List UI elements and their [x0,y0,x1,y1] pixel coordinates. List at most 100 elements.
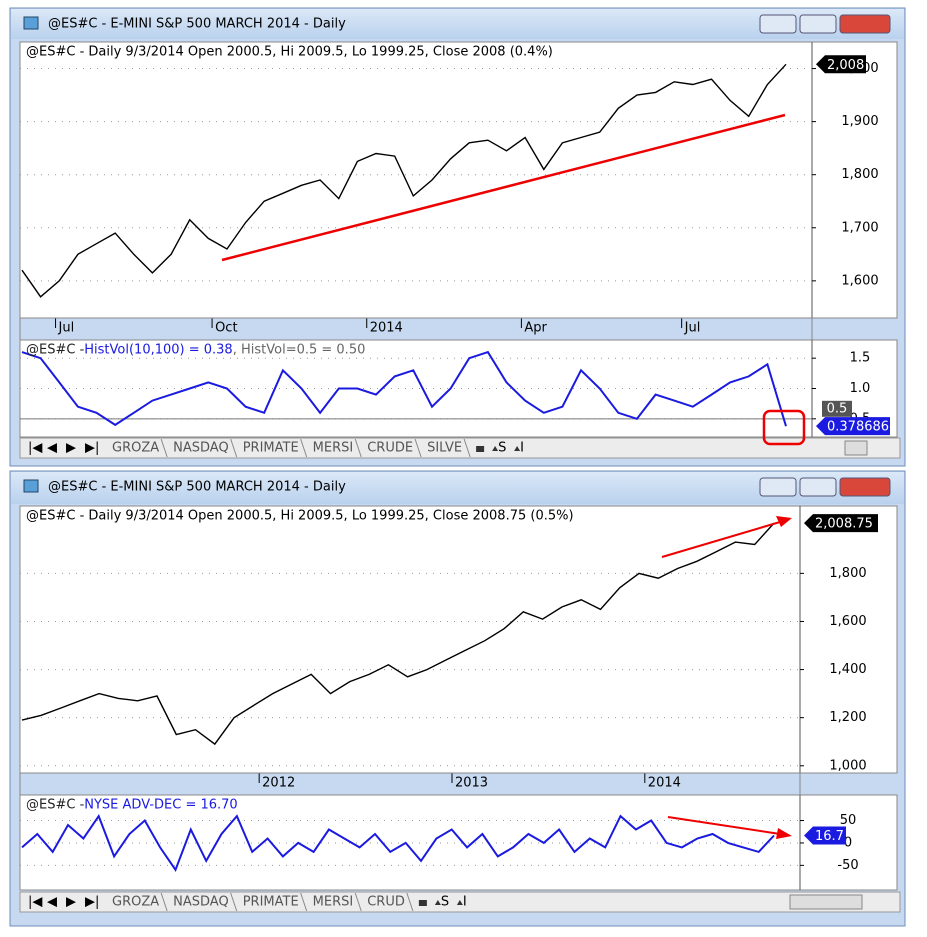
last-value-label: 2,008 [827,58,864,73]
x-tick-label: Apr [524,321,547,336]
tab-separator [463,438,471,458]
chart-header: @ES#C - Daily 9/3/2014 Open 2000.5, Hi 2… [26,509,574,524]
x-tick-label: 2012 [262,776,295,791]
tool-arrow [514,446,521,451]
y-tick-label: 1,600 [829,614,866,629]
y-tick-label: 1,000 [829,758,866,773]
divergence-arrow [661,521,781,558]
annotations [221,113,806,839]
y-tick-label: 1,200 [829,710,866,725]
price-line [21,522,775,746]
indicator-line [21,813,775,872]
close-button[interactable] [839,14,891,34]
tab-separator [354,438,362,458]
window-icon [23,479,39,493]
tool-arrow [492,446,499,451]
last-value-tag [816,55,866,74]
price-line [21,63,787,298]
last-value-label: 2,008.75 [815,517,873,532]
scrollbar-thumb[interactable] [789,894,863,910]
nav-button[interactable]: ▶| [85,441,99,456]
x-tick-label: 2014 [370,321,403,336]
nav-button[interactable]: |◀ [28,441,42,456]
arrow-head [776,516,792,527]
indicator-header: HistVol(10,100) = 0.38 [84,343,232,358]
nav-button[interactable]: ▶ [66,895,76,910]
sheet-tab[interactable]: NASDAQ [173,895,229,910]
sheet-tab[interactable]: GROZA [112,895,159,910]
maximize-button[interactable] [799,14,837,34]
tool-button[interactable]: I [463,895,467,910]
tab-separator [354,892,362,912]
tab-separator [414,438,422,458]
y-tick-label: 1,400 [829,662,866,677]
indicator-header: @ES#C - [26,343,85,358]
sheet-tab[interactable]: NASDAQ [173,441,229,456]
pane [19,339,898,438]
tool-button[interactable]: S [498,441,506,456]
tool-button[interactable]: I [520,441,524,456]
nav-button[interactable]: ◀ [47,895,57,910]
y-tick-label: 1,900 [841,114,878,129]
sheet-tab[interactable]: CRUDE [367,441,413,456]
maximize-button[interactable] [799,477,837,497]
highlight-box [762,409,806,446]
x-tick-label: Jul [58,321,75,336]
chart-header: @ES#C - Daily 9/3/2014 Open 2000.5, Hi 2… [26,45,553,60]
y-tick-label: 1,700 [841,220,878,235]
indicator-header: @ES#C - [26,798,85,813]
lock-icon[interactable] [418,900,427,906]
sheet-tab[interactable]: PRIMATE [243,895,299,910]
tab-separator [300,438,308,458]
y-tick-label: 50 [840,813,857,828]
last-value-tag [804,514,878,533]
tab-separator [160,892,168,912]
tab-separator [160,438,168,458]
sheet-tab[interactable]: PRIMATE [243,441,299,456]
last-value-tag [816,417,890,436]
x-tick-label: Jul [684,321,701,336]
divergence-arrow [667,816,781,835]
last-value-tag [804,826,846,845]
minimize-button[interactable] [759,477,797,497]
sheet-tab[interactable]: GROZA [112,441,159,456]
title-bar [11,9,904,39]
window-title: @ES#C - E-MINI S&P 500 MARCH 2014 - Dail… [48,480,346,495]
tool-arrow [434,900,441,905]
close-button[interactable] [839,477,891,497]
x-tick-label: 2013 [455,776,488,791]
scrollbar-thumb[interactable] [844,440,868,456]
pane [19,794,898,891]
indicator-line [21,350,787,427]
chart-window: @ES#C - E-MINI S&P 500 MARCH 2014 - Dail… [9,7,906,467]
last-value-label: 16.7 [815,829,844,844]
y-tick-label: 1,600 [841,273,878,288]
sheet-tab[interactable]: CRUD [367,895,405,910]
tab-separator [230,892,238,912]
minimize-button[interactable] [759,14,797,34]
nav-button[interactable]: |◀ [28,895,42,910]
tab-separator [406,892,414,912]
sheet-tab[interactable]: MERSI [313,441,354,456]
indicator-header: NYSE ADV-DEC = 16.70 [84,798,237,813]
reference-label: 0.5 [827,401,848,416]
y-tick-label: 1,800 [841,167,878,182]
window-title: @ES#C - E-MINI S&P 500 MARCH 2014 - Dail… [48,17,346,32]
nav-button[interactable]: ▶ [66,441,76,456]
y-tick-label: 1.5 [850,351,871,366]
tool-button[interactable]: S [441,895,449,910]
nav-button[interactable]: ◀ [47,441,57,456]
sheet-tab[interactable]: MERSI [313,895,354,910]
tab-bar [19,437,901,459]
y-tick-label: -50 [837,858,858,873]
pane [19,41,898,319]
title-bar [11,472,904,504]
nav-button[interactable]: ▶| [85,895,99,910]
window-icon [23,16,39,30]
chart-window: @ES#C - E-MINI S&P 500 MARCH 2014 - Dail… [9,470,906,927]
tab-separator [300,892,308,912]
sheet-tab[interactable]: SILVE [427,441,462,456]
lock-icon[interactable] [476,446,485,452]
arrow-head [776,828,792,839]
